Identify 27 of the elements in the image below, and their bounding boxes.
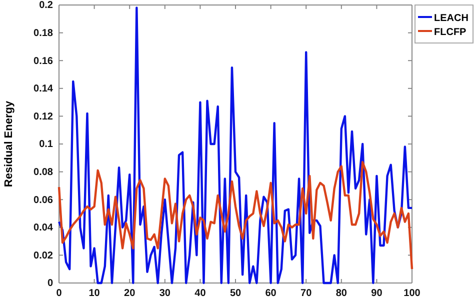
y-tick-label: 0.1 <box>39 139 54 150</box>
y-tick-label: 0 <box>47 278 54 290</box>
y-tick-label: 0.02 <box>34 250 54 262</box>
legend-label: FLCFP <box>434 27 467 38</box>
x-tick-label: 10 <box>88 288 100 300</box>
x-tick-label: 80 <box>336 288 348 300</box>
y-tick-label: 0.2 <box>39 0 54 12</box>
x-tick-label: 100 <box>404 288 421 300</box>
x-tick-label: 90 <box>371 288 383 300</box>
y-tick-label: 0.04 <box>34 222 54 234</box>
legend-label: LEACH <box>434 13 468 24</box>
x-tick-label: 70 <box>300 288 312 300</box>
x-tick-label: 40 <box>194 288 206 300</box>
y-tick-label: 0.18 <box>34 28 54 39</box>
y-tick-label: 0.06 <box>34 194 54 206</box>
y-axis-title: Residual Energy <box>3 100 15 188</box>
x-tick-label: 0 <box>56 288 62 300</box>
x-tick-label: 50 <box>230 288 242 300</box>
y-tick-label: 0.08 <box>34 167 54 178</box>
line-series <box>58 160 414 270</box>
x-tick-label: 20 <box>124 288 136 300</box>
x-tick-label: 30 <box>159 288 171 300</box>
y-tick-label: 0.14 <box>34 84 54 95</box>
y-tick-label: 0.12 <box>34 111 54 122</box>
line-series <box>58 6 414 284</box>
y-tick-label: 0.16 <box>34 56 54 67</box>
x-tick-label: 60 <box>265 288 277 300</box>
